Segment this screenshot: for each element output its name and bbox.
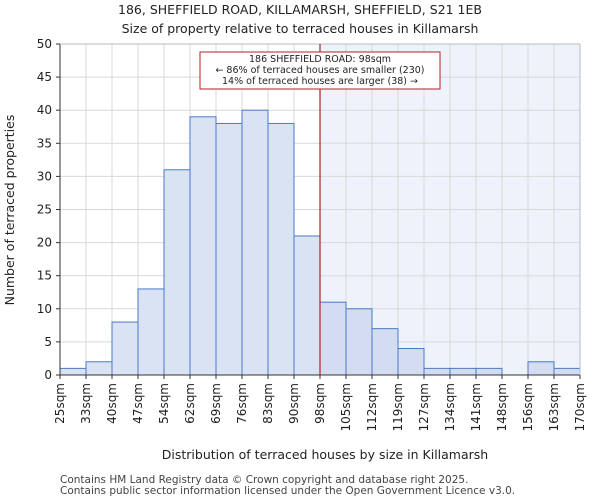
- histogram-bar: [423, 367, 451, 376]
- annotation-line-3: 14% of terraced houses are larger (38) →: [222, 76, 418, 87]
- x-tick-label: 119sqm: [391, 383, 405, 431]
- histogram-bar: [59, 367, 87, 376]
- y-axis-label: Number of terraced properties: [2, 115, 17, 306]
- histogram-bar: [319, 301, 347, 376]
- x-tick-label: 105sqm: [339, 383, 353, 431]
- x-tick-label: 62sqm: [183, 383, 197, 424]
- footer-line-2: Contains public sector information licen…: [60, 485, 515, 497]
- y-tick-label: 15: [37, 269, 52, 283]
- histogram-bar: [241, 109, 269, 376]
- x-axis-label: Distribution of terraced houses by size …: [162, 447, 488, 462]
- chart-subtitle: Size of property relative to terraced ho…: [122, 21, 479, 36]
- histogram-bar: [267, 122, 295, 376]
- x-tick-label: 25sqm: [53, 383, 67, 424]
- x-tick-label: 47sqm: [131, 383, 145, 424]
- y-tick-label: 50: [37, 37, 52, 51]
- annotation-line-1: 186 SHEFFIELD ROAD: 98sqm: [249, 54, 391, 65]
- x-tick-label: 98sqm: [313, 383, 327, 424]
- footer-line-1: Contains HM Land Registry data © Crown c…: [60, 474, 468, 486]
- histogram-bar: [85, 361, 113, 376]
- plot-area: 0 5 10 15 20 25 30 35 40 45 50 25sqm 33sqm 40sqm 47sqm…: [37, 37, 587, 431]
- histogram-bar: [111, 321, 139, 376]
- y-tick-label: 30: [37, 169, 52, 183]
- x-tick-label: 33sqm: [79, 383, 93, 424]
- annotation-line-2: ← 86% of terraced houses are smaller (23…: [215, 65, 424, 76]
- histogram-bar: [137, 288, 165, 376]
- x-tick-label: 112sqm: [365, 383, 379, 431]
- x-tick-label: 40sqm: [105, 383, 119, 424]
- histogram-bar: [293, 235, 321, 376]
- y-tick-label: 45: [37, 70, 52, 84]
- y-tick-label: 35: [37, 136, 52, 150]
- x-tick-label: 54sqm: [157, 383, 171, 424]
- y-tick-label: 25: [37, 203, 52, 217]
- x-tick-label: 141sqm: [469, 383, 483, 431]
- x-tick-label: 170sqm: [573, 383, 587, 431]
- annotation-box: 186 SHEFFIELD ROAD: 98sqm ← 86% of terra…: [199, 51, 441, 90]
- x-tick-label: 156sqm: [521, 383, 535, 431]
- x-tick-label: 76sqm: [235, 383, 249, 424]
- x-tick-label: 83sqm: [261, 383, 275, 424]
- histogram-bar: [553, 367, 581, 376]
- y-tick-label: 5: [44, 335, 52, 349]
- annotation-frame: [199, 51, 441, 90]
- histogram-bar: [527, 361, 555, 376]
- x-tick-label: 148sqm: [495, 383, 509, 431]
- histogram-bar: [215, 122, 243, 376]
- histogram-bar: [475, 367, 503, 376]
- y-tick-label: 40: [37, 103, 52, 117]
- y-tick-label: 20: [37, 236, 52, 250]
- x-tick-label: 90sqm: [287, 383, 301, 424]
- y-tick-label: 10: [37, 302, 52, 316]
- histogram-bar: [189, 116, 217, 376]
- x-tick-label: 69sqm: [209, 383, 223, 424]
- histogram-bar: [449, 367, 477, 376]
- histogram-bar: [163, 169, 191, 376]
- chart-title: 186, SHEFFIELD ROAD, KILLAMARSH, SHEFFIE…: [118, 2, 482, 17]
- x-tick-label: 163sqm: [547, 383, 561, 431]
- histogram-bar: [345, 308, 373, 376]
- y-tick-label: 0: [44, 368, 52, 382]
- histogram-bar: [371, 328, 399, 376]
- x-tick-label: 127sqm: [417, 383, 431, 431]
- x-tick-label: 134sqm: [443, 383, 457, 431]
- histogram-bar: [397, 348, 425, 376]
